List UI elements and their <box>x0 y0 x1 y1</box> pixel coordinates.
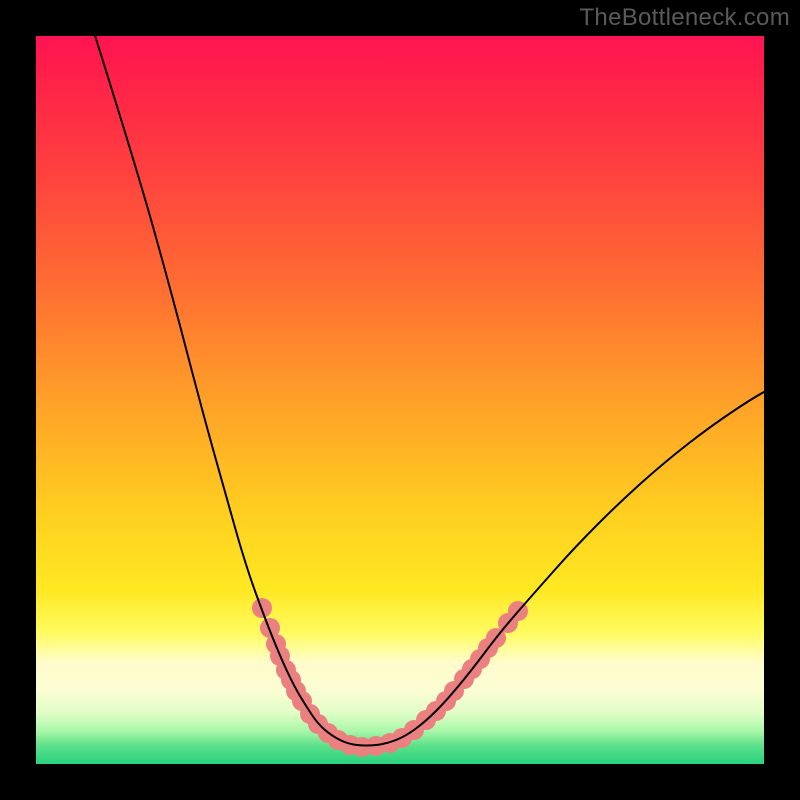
markers-group <box>252 598 528 757</box>
chart-container: TheBottleneck.com <box>0 0 800 800</box>
watermark-text: TheBottleneck.com <box>579 4 790 32</box>
chart-svg <box>36 36 764 764</box>
plot-area <box>36 36 764 764</box>
v-curve-line <box>92 36 764 746</box>
